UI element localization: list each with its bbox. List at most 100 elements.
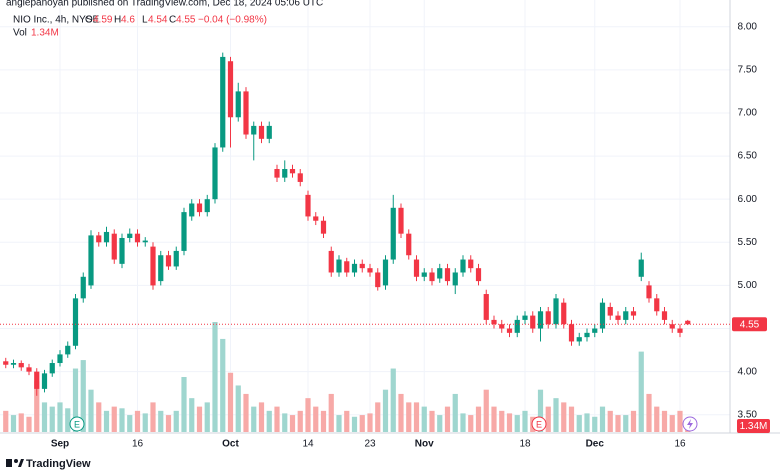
x-tick-label: Sep xyxy=(51,439,69,450)
volume-bar xyxy=(638,351,644,432)
volume-bar xyxy=(413,402,420,432)
volume-bar xyxy=(561,402,567,432)
x-tick-label: Dec xyxy=(586,439,605,450)
volume-bar xyxy=(661,410,668,432)
candle-body xyxy=(669,324,675,329)
volume-bar xyxy=(212,322,218,432)
volume-bar xyxy=(297,410,303,432)
candle-body xyxy=(506,328,513,333)
y-tick-label: 7.00 xyxy=(738,108,758,119)
candle-body xyxy=(96,235,102,243)
volume-bar xyxy=(258,402,265,432)
candle-body xyxy=(26,367,32,372)
candle-body xyxy=(623,311,629,320)
candle-body xyxy=(196,203,203,213)
volume-bar xyxy=(468,415,474,432)
candle-body xyxy=(49,363,55,374)
volume-bar xyxy=(251,406,257,432)
candle-body xyxy=(88,235,94,286)
candle-body xyxy=(406,233,412,256)
candle-body xyxy=(421,272,427,277)
volume-bar xyxy=(359,415,365,432)
earnings-marker[interactable]: E xyxy=(74,419,80,429)
volume-bar xyxy=(189,398,195,432)
candle-body xyxy=(150,246,156,286)
candle-body xyxy=(204,199,210,213)
candle-body xyxy=(607,306,613,316)
candle-body xyxy=(313,216,319,221)
volume-bar xyxy=(26,416,32,432)
earnings-icon[interactable] xyxy=(69,416,85,432)
symbol: NIO Inc., 4h, NYSE xyxy=(13,15,99,26)
candle-body xyxy=(119,237,125,264)
candle-body xyxy=(243,91,249,135)
candle-body xyxy=(375,272,381,288)
earnings-icon[interactable] xyxy=(531,416,547,432)
volume-bar xyxy=(592,416,598,432)
volume-title: Vol xyxy=(13,28,27,39)
volume-bar xyxy=(173,410,179,432)
ohlc-prefix: L xyxy=(142,15,148,26)
volume-bar xyxy=(553,398,559,432)
volume-bar xyxy=(204,402,210,432)
candle-body xyxy=(282,169,288,178)
earnings-marker[interactable]: E xyxy=(536,419,542,429)
volume-bar xyxy=(18,413,24,432)
volume-bar xyxy=(282,413,288,432)
volume-bar xyxy=(421,406,427,432)
volume-bar xyxy=(568,406,575,432)
candle-body xyxy=(220,56,226,148)
ohlc-prefix: H xyxy=(114,15,121,26)
volume-bar xyxy=(677,410,683,432)
volume-bar xyxy=(654,406,660,432)
y-tick-label: 8.00 xyxy=(738,21,758,32)
ohlc-value: 4.54 xyxy=(148,15,168,26)
candle-body xyxy=(398,207,404,234)
candle-body xyxy=(522,315,528,320)
candle-body xyxy=(111,233,117,260)
candle-body xyxy=(584,332,590,338)
volume-bar xyxy=(537,389,544,432)
candle-body xyxy=(437,268,443,279)
volume-bar xyxy=(181,377,187,432)
candle-body xyxy=(452,272,458,286)
x-tick-label: 16 xyxy=(132,439,144,450)
candle-body xyxy=(80,276,86,299)
ohlc-prefix: O xyxy=(85,15,93,26)
volume-bar xyxy=(165,415,172,432)
volume-bar xyxy=(351,416,358,432)
volume-bar xyxy=(65,408,71,432)
volume-bar xyxy=(274,406,280,432)
volume-bar xyxy=(545,406,551,432)
candle-body xyxy=(65,345,71,355)
candle-body xyxy=(545,311,551,325)
volume-bar xyxy=(134,410,141,432)
volume-bar xyxy=(429,410,435,432)
candle-body xyxy=(514,319,520,333)
volume-bar xyxy=(243,393,249,432)
volume-bar xyxy=(88,389,94,432)
candle-body xyxy=(10,363,17,365)
logo-mark xyxy=(14,459,18,463)
price-label: 4.55 xyxy=(740,319,760,330)
candle-body xyxy=(592,328,598,333)
candle-body xyxy=(351,263,358,273)
candle-body xyxy=(444,268,451,282)
volume-bar xyxy=(127,415,133,432)
lightning-icon xyxy=(687,419,693,429)
volume-bar xyxy=(96,402,102,432)
volume-bar xyxy=(41,402,48,432)
volume-bar xyxy=(437,415,443,432)
change: −0.04 (−0.98%) xyxy=(198,15,267,26)
candle-body xyxy=(367,268,373,273)
volume-bar xyxy=(320,410,327,432)
candle-body xyxy=(189,203,195,217)
volume-bar xyxy=(367,413,373,432)
volume-bar xyxy=(398,393,404,432)
volume-bar xyxy=(10,415,17,432)
candle-body xyxy=(475,268,482,282)
x-tick-label: 23 xyxy=(364,439,376,450)
candle-body xyxy=(630,311,637,316)
